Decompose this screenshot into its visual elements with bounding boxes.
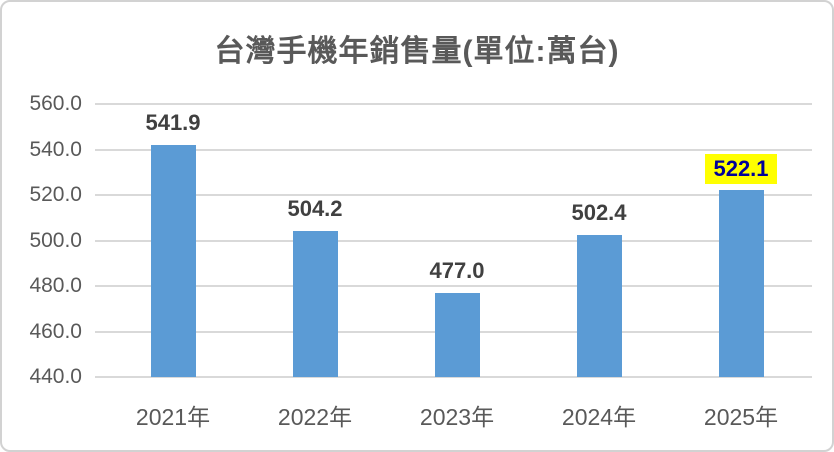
value-label-2022年: 504.2 (287, 195, 343, 221)
value-label-2023年: 477.0 (429, 257, 485, 283)
plot-area: 541.9 504.2 477.0 502.4 522.1 (95, 103, 812, 378)
value-label-2021年: 541.9 (145, 110, 201, 136)
x-tick-label-2021年: 2021年 (135, 404, 211, 430)
y-tick-mark (95, 331, 109, 333)
bar-2025年 (718, 190, 764, 377)
x-tick-label-2024年: 2024年 (561, 404, 637, 430)
gridline (102, 194, 812, 196)
y-tick-mark (95, 285, 109, 287)
y-tick-mark (95, 240, 109, 242)
gridline (102, 103, 812, 105)
bar-2022年 (292, 230, 338, 377)
gridline (102, 376, 812, 378)
y-tick-label: 560.0 (29, 92, 82, 115)
y-tick-label: 440.0 (29, 365, 82, 388)
y-tick-label: 500.0 (29, 229, 82, 252)
y-axis: 560.0 540.0 520.0 500.0 480.0 460.0 440.0 (2, 2, 82, 450)
value-label-2025年: 522.1 (671, 154, 811, 185)
y-tick-mark (95, 149, 109, 151)
bar-2023年 (434, 292, 480, 377)
y-tick-mark (95, 376, 109, 378)
highlighted-value-label: 522.1 (705, 154, 777, 185)
y-tick-label: 480.0 (29, 274, 82, 297)
x-tick-label-2023年: 2023年 (419, 404, 495, 430)
x-tick-label-2022年: 2022年 (277, 404, 353, 430)
gridline (102, 240, 812, 242)
gridline (102, 149, 812, 151)
y-tick-label: 460.0 (29, 320, 82, 343)
bar-2021年 (150, 145, 196, 377)
y-tick-mark (95, 194, 109, 196)
y-tick-label: 520.0 (29, 183, 82, 206)
y-tick-label: 540.0 (29, 138, 82, 161)
bar-2024年 (576, 235, 622, 377)
y-tick-mark (95, 103, 109, 105)
value-label-2024年: 502.4 (571, 200, 627, 226)
gridline (102, 285, 812, 287)
x-axis: 2021年 2022年 2023年 2024年 2025年 (102, 402, 812, 434)
chart-title: 台灣手機年銷售量(單位:萬台) (214, 35, 620, 68)
x-tick-label-2025年: 2025年 (703, 404, 779, 430)
